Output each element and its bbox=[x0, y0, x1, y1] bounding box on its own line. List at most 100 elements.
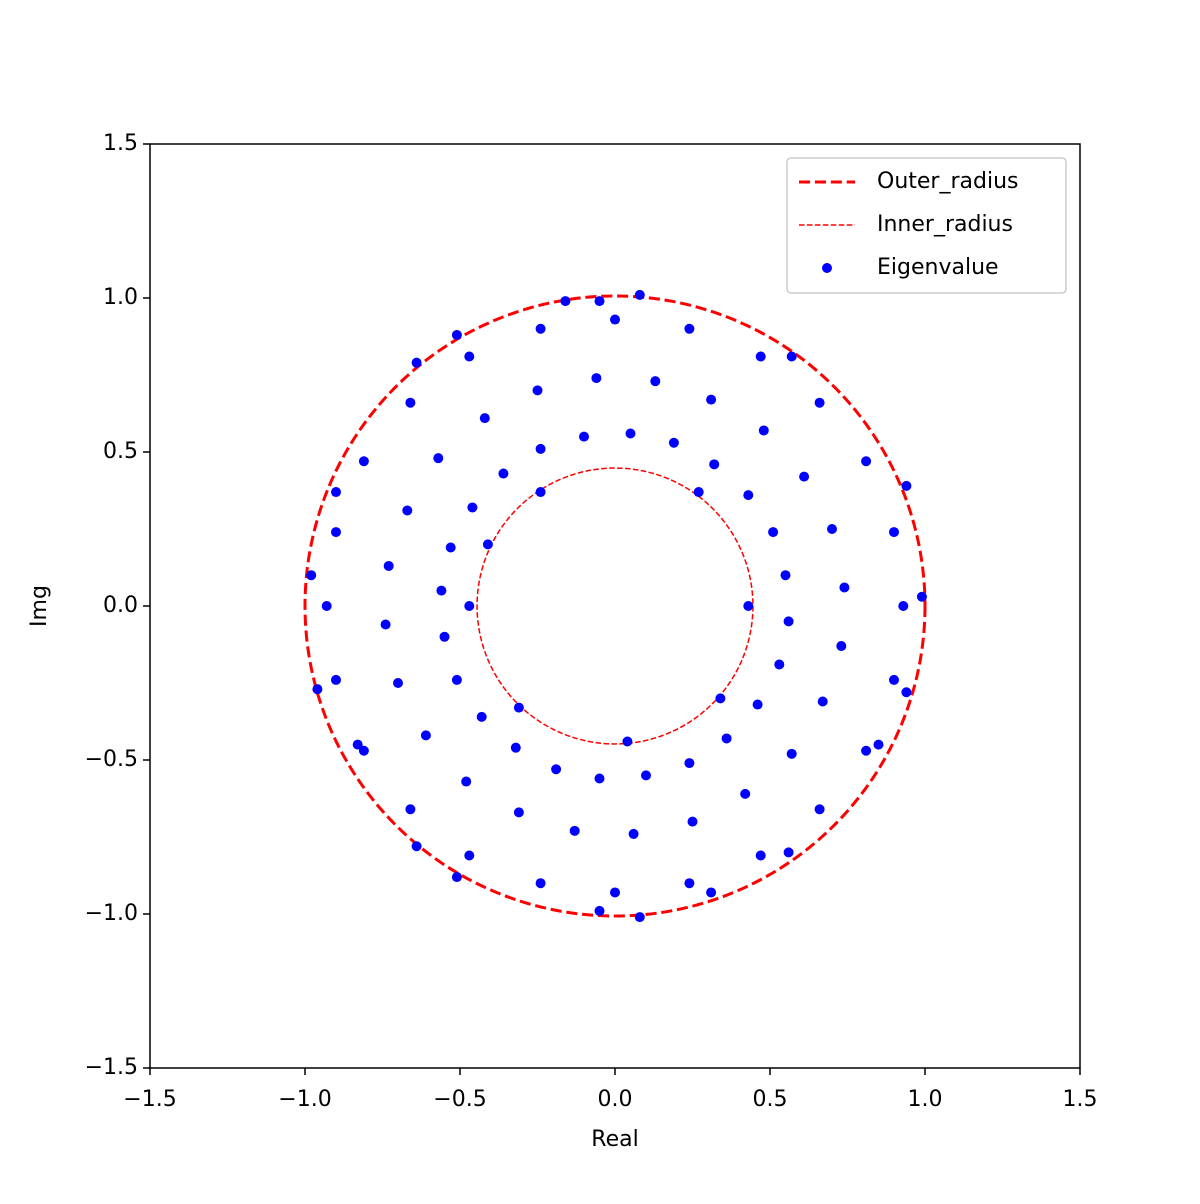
eigenvalue-point bbox=[331, 487, 341, 498]
eigenvalue-point bbox=[498, 468, 509, 479]
eigenvalue-point bbox=[380, 619, 391, 630]
eigenvalue-point bbox=[901, 480, 912, 491]
eigenvalue-point bbox=[628, 828, 639, 839]
eigenvalue-point bbox=[861, 456, 872, 467]
legend-label: Inner_radius bbox=[877, 212, 1013, 237]
plot-frame bbox=[149, 143, 1081, 1069]
eigenvalue-point bbox=[780, 570, 791, 581]
eigenvalue-point bbox=[331, 674, 341, 685]
eigenvalue-point bbox=[420, 730, 431, 741]
legend-box bbox=[786, 157, 1067, 294]
eigenvalue-point bbox=[569, 825, 580, 836]
eigenvalue-point bbox=[758, 425, 769, 436]
eigenvalue-point bbox=[634, 289, 645, 300]
eigenvalue-point bbox=[411, 357, 422, 368]
eigenvalue-point bbox=[467, 502, 478, 513]
eigenvalue-point bbox=[786, 351, 797, 362]
eigenvalue-point bbox=[783, 847, 794, 858]
eigenvalue-point bbox=[331, 527, 341, 538]
eigenvalue-point bbox=[594, 773, 605, 784]
eigenvalue-point bbox=[464, 351, 475, 362]
eigenvalue-point bbox=[684, 878, 695, 889]
eigenvalue-point bbox=[799, 471, 810, 482]
x-axis-label: Real bbox=[591, 1127, 638, 1152]
eigenvalue-point bbox=[625, 428, 636, 439]
eigenvalue-point bbox=[743, 490, 754, 501]
eigenvalue-point bbox=[535, 443, 546, 454]
y-axis-label: Img bbox=[27, 585, 52, 627]
eigenvalue-point bbox=[873, 739, 884, 750]
eigenvalue-point bbox=[445, 542, 456, 553]
eigenvalue-point bbox=[594, 905, 605, 916]
eigenvalue-point bbox=[715, 693, 726, 704]
eigenvalue-point bbox=[641, 770, 651, 781]
eigenvalue-point bbox=[358, 456, 369, 467]
eigenvalue-point bbox=[532, 385, 543, 396]
eigenvalue-point bbox=[535, 323, 546, 334]
eigenvalue-point bbox=[814, 397, 825, 408]
eigenvalue-point bbox=[898, 601, 909, 611]
eigenvalue-point bbox=[383, 560, 394, 571]
eigenvalue-point bbox=[451, 329, 462, 340]
eigenvalue-point bbox=[436, 585, 447, 596]
x-tick-label: 1.0 bbox=[908, 1087, 943, 1112]
eigenvalue-point bbox=[461, 776, 472, 787]
eigenvalue-point bbox=[684, 323, 695, 334]
eigenvalue-point bbox=[312, 684, 323, 695]
eigenvalue-point bbox=[476, 711, 487, 722]
eigenvalue-point bbox=[513, 807, 524, 818]
eigenvalue-point bbox=[622, 736, 633, 747]
eigenvalue-point bbox=[464, 850, 475, 861]
eigenvalue-point bbox=[560, 296, 571, 307]
legend-marker bbox=[822, 263, 832, 273]
eigenvalue-point bbox=[889, 674, 899, 685]
x-tick-label: −0.5 bbox=[433, 1087, 486, 1112]
eigenvalue-point bbox=[610, 314, 620, 325]
radius-circle bbox=[303, 294, 927, 918]
eigenvalue-point bbox=[610, 887, 620, 898]
x-tick-label: −1.0 bbox=[278, 1087, 331, 1112]
eigenvalue-point bbox=[814, 804, 825, 815]
legend-label: Eigenvalue bbox=[877, 255, 999, 280]
eigenvalue-point bbox=[402, 505, 413, 516]
eigenvalue-point bbox=[650, 376, 661, 387]
eigenvalue-point bbox=[451, 872, 462, 883]
x-tick-label: 0.0 bbox=[598, 1087, 633, 1112]
eigenvalue-point bbox=[393, 678, 403, 688]
eigenvalue-point bbox=[709, 459, 720, 470]
eigenvalue-point bbox=[439, 631, 450, 642]
eigenvalue-point bbox=[755, 351, 766, 362]
eigenvalue-point bbox=[306, 570, 317, 581]
x-tick-label: 1.5 bbox=[1063, 1087, 1098, 1112]
eigenvalue-point bbox=[668, 437, 679, 448]
y-tick-label: −1.5 bbox=[85, 1055, 138, 1080]
eigenvalue-point bbox=[706, 394, 717, 405]
eigenvalue-point bbox=[684, 758, 695, 769]
eigenvalue-point bbox=[535, 487, 546, 498]
eigenvalue-point bbox=[464, 601, 475, 611]
eigenvalue-point bbox=[510, 742, 521, 753]
eigenvalue-point bbox=[755, 850, 766, 861]
x-tick-label: 0.5 bbox=[753, 1087, 788, 1112]
eigenvalue-point bbox=[916, 591, 927, 602]
eigenvalue-point bbox=[405, 397, 416, 408]
eigenvalue-point bbox=[861, 745, 872, 756]
eigenvalue-point bbox=[889, 527, 899, 538]
eigenvalue-point bbox=[786, 748, 797, 759]
eigenvalue-point bbox=[405, 804, 416, 815]
eigenvalue-point bbox=[740, 788, 751, 799]
eigenvalue-point bbox=[634, 912, 645, 923]
eigenvalue-point bbox=[579, 431, 589, 442]
y-tick-label: 0.0 bbox=[103, 593, 138, 618]
eigenvalue-point bbox=[451, 674, 462, 685]
eigenvalue-point bbox=[768, 527, 779, 538]
legend-label: Outer_radius bbox=[877, 169, 1018, 194]
eigenvalue-point bbox=[513, 702, 524, 713]
y-tick-label: 0.5 bbox=[103, 439, 138, 464]
eigenvalue-point bbox=[752, 699, 763, 710]
eigenvalue-point bbox=[433, 453, 444, 464]
eigenvalue-point bbox=[535, 878, 546, 889]
eigenvalue-point bbox=[774, 659, 785, 670]
eigenvalue-point bbox=[693, 487, 704, 498]
eigenvalue-point bbox=[721, 733, 732, 744]
